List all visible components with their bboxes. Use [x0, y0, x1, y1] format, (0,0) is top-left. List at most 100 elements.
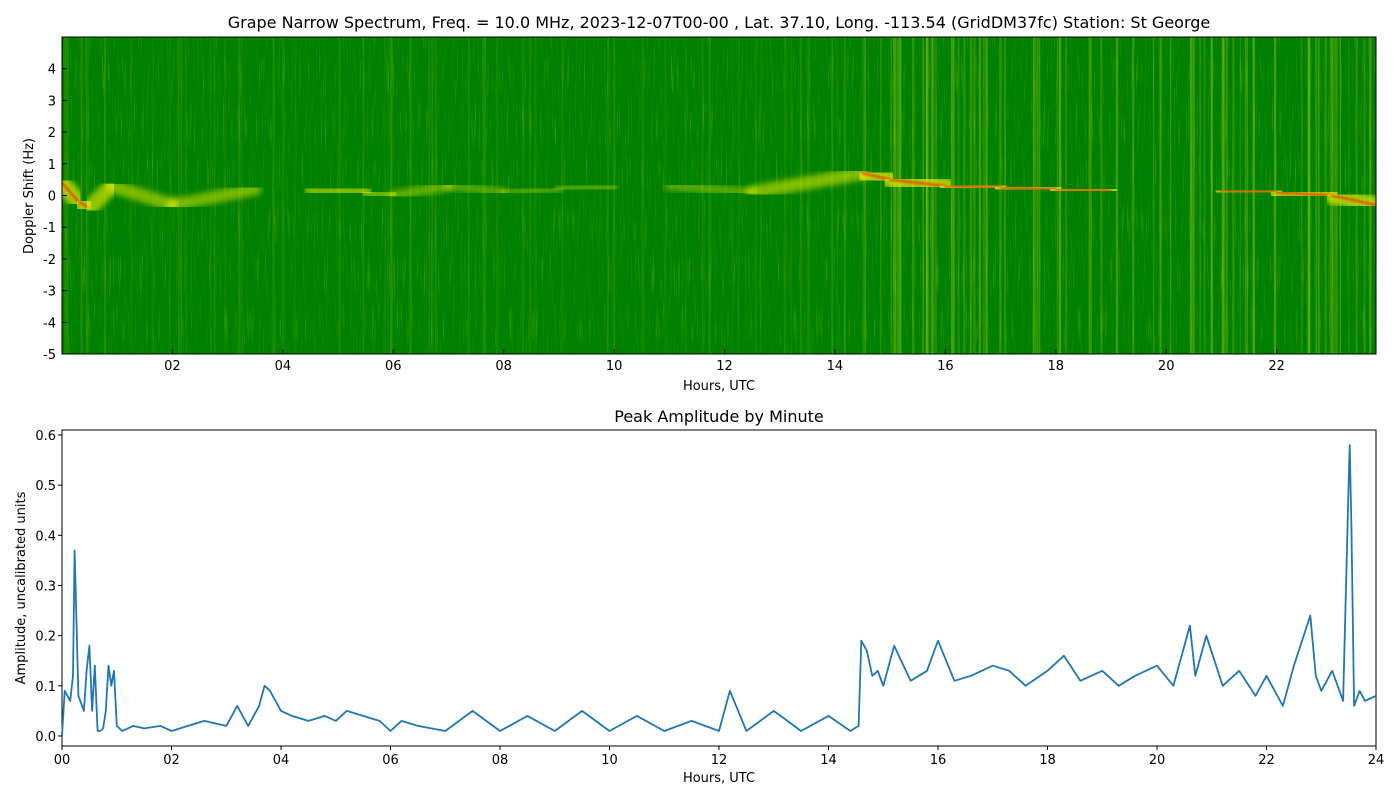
spectrogram-stripe	[185, 37, 187, 354]
spectrogram-stripe	[529, 37, 531, 354]
y-tick-label: -2	[43, 253, 56, 268]
x-tick-label: 20	[1149, 753, 1166, 768]
spectrogram-panel: Grape Narrow Spectrum, Freq. = 10.0 MHz,…	[22, 13, 1377, 394]
x-tick-label: 22	[1268, 359, 1285, 374]
spectrogram-stripe	[926, 37, 928, 354]
x-tick-label: 08	[495, 359, 512, 374]
y-tick-label: 0.5	[35, 479, 56, 494]
spectrogram-stripe	[951, 37, 953, 354]
x-tick-label: 14	[827, 359, 844, 374]
amplitude-series-line	[61, 444, 1377, 737]
doppler-trace-glow	[303, 182, 373, 200]
spectrogram-stripe	[178, 37, 180, 354]
doppler-trace-glow	[554, 181, 619, 194]
doppler-trace-peak	[1330, 194, 1376, 207]
doppler-trace-glow	[745, 166, 870, 200]
y-tick-label: 0.6	[35, 429, 56, 444]
x-tick-label: 10	[606, 359, 623, 374]
spectrogram-stripe	[431, 37, 434, 354]
x-tick-label: 12	[716, 359, 733, 374]
spectrogram-stripe	[434, 37, 437, 354]
spectrogram-y-ticks: -5 -4 -3 -2 -1 0 1 2 3 4	[43, 63, 67, 363]
spectrogram-stripe	[641, 37, 645, 354]
amplitude-x-ticks: 00 02 04 06 08 10 12 14 16 18 20 22 24	[54, 746, 1384, 768]
spectrogram-stripe	[843, 37, 846, 354]
x-tick-label: 08	[492, 753, 509, 768]
spectrogram-stripe	[87, 37, 90, 354]
x-tick-label: 22	[1258, 753, 1275, 768]
x-tick-label: 04	[275, 359, 292, 374]
amplitude-y-label: Amplitude, uncalibrated units	[14, 491, 29, 684]
spectrogram-stripe	[925, 37, 927, 354]
doppler-trace-peak	[1275, 191, 1333, 197]
spectrogram-stripe	[864, 37, 867, 354]
spectrogram-x-label: Hours, UTC	[683, 379, 755, 394]
spectrogram-stripe	[836, 37, 839, 354]
spectrogram-image	[62, 37, 1376, 354]
y-tick-label: 4	[48, 63, 56, 78]
x-tick-label: 06	[385, 359, 402, 374]
y-tick-label: 2	[48, 126, 56, 141]
amplitude-y-ticks: 0.0 0.1 0.2 0.3 0.4 0.5 0.6	[35, 429, 62, 745]
y-tick-label: 0	[48, 190, 56, 205]
spectrogram-stripe	[863, 37, 866, 354]
spectrogram-y-label: Doppler Shift (Hz)	[22, 138, 37, 254]
y-tick-label: 3	[48, 94, 56, 109]
x-tick-label: 12	[711, 753, 728, 768]
amplitude-frame	[61, 429, 1377, 747]
x-tick-label: 16	[937, 359, 954, 374]
amplitude-x-label: Hours, UTC	[683, 771, 755, 786]
amplitude-panel: Peak Amplitude by Minute 00 02 04 06 08 10 12 1…	[14, 407, 1384, 786]
spectrogram-title: Grape Narrow Spectrum, Freq. = 10.0 MHz,…	[228, 13, 1211, 32]
y-tick-label: 0.2	[35, 630, 56, 645]
spectrogram-stripe	[952, 37, 955, 354]
spectrogram-stripe	[931, 37, 934, 354]
spectrogram-stripe	[808, 37, 811, 354]
spectrogram-stripe	[807, 37, 809, 354]
spectrogram-stripe	[922, 37, 924, 354]
doppler-trace-glow	[388, 181, 454, 201]
spectrogram-stripe	[890, 37, 893, 354]
doppler-trace-glow	[166, 183, 262, 212]
spectrogram-stripe	[799, 37, 802, 354]
doppler-trace	[62, 164, 1376, 217]
spectrogram-stripe	[428, 37, 430, 354]
doppler-trace-glow	[664, 181, 757, 197]
spectrogram-stripe	[912, 37, 915, 354]
spectrogram-stripe	[880, 37, 882, 354]
spectrogram-stripe	[169, 37, 171, 354]
x-tick-label: 02	[163, 753, 180, 768]
spectrogram-stripe	[831, 37, 834, 354]
spectrogram-stripe	[606, 37, 610, 354]
spectrogram-stripe	[685, 37, 687, 354]
doppler-trace-glow	[444, 181, 509, 197]
spectrogram-stripe	[894, 37, 897, 354]
spectrogram-stripe	[561, 37, 564, 354]
y-tick-label: 0.4	[35, 529, 56, 544]
doppler-trace-glow	[105, 179, 179, 212]
doppler-trace-peak	[1220, 189, 1278, 194]
spectrogram-stripe	[521, 37, 525, 354]
spectrogram-stripe	[784, 37, 787, 354]
spectrogram-stripe	[664, 37, 667, 354]
spectrogram-stripe	[862, 37, 864, 354]
y-tick-label: 1	[48, 158, 56, 173]
spectrogram-stripe	[483, 37, 487, 354]
spectrogram-stripe	[930, 37, 933, 354]
spectrogram-x-ticks: 02 04 06 08 10 12 14 16 18 20 22	[164, 349, 1285, 374]
y-tick-label: 0.0	[35, 730, 56, 745]
spectrogram-stripe	[467, 37, 470, 354]
x-tick-label: 18	[1048, 359, 1065, 374]
spectrogram-stripe	[951, 37, 953, 354]
spectrogram-stripe	[893, 37, 895, 354]
spectrogram-stripe	[934, 37, 937, 354]
x-tick-label: 18	[1039, 753, 1056, 768]
x-tick-label: 00	[54, 753, 71, 768]
y-tick-label: -4	[43, 316, 56, 331]
spectrogram-stripe	[180, 37, 183, 354]
spectrogram-stripe	[898, 37, 902, 354]
y-tick-label: 0.3	[35, 579, 56, 594]
x-tick-label: 02	[164, 359, 181, 374]
y-tick-label: -3	[43, 285, 56, 300]
